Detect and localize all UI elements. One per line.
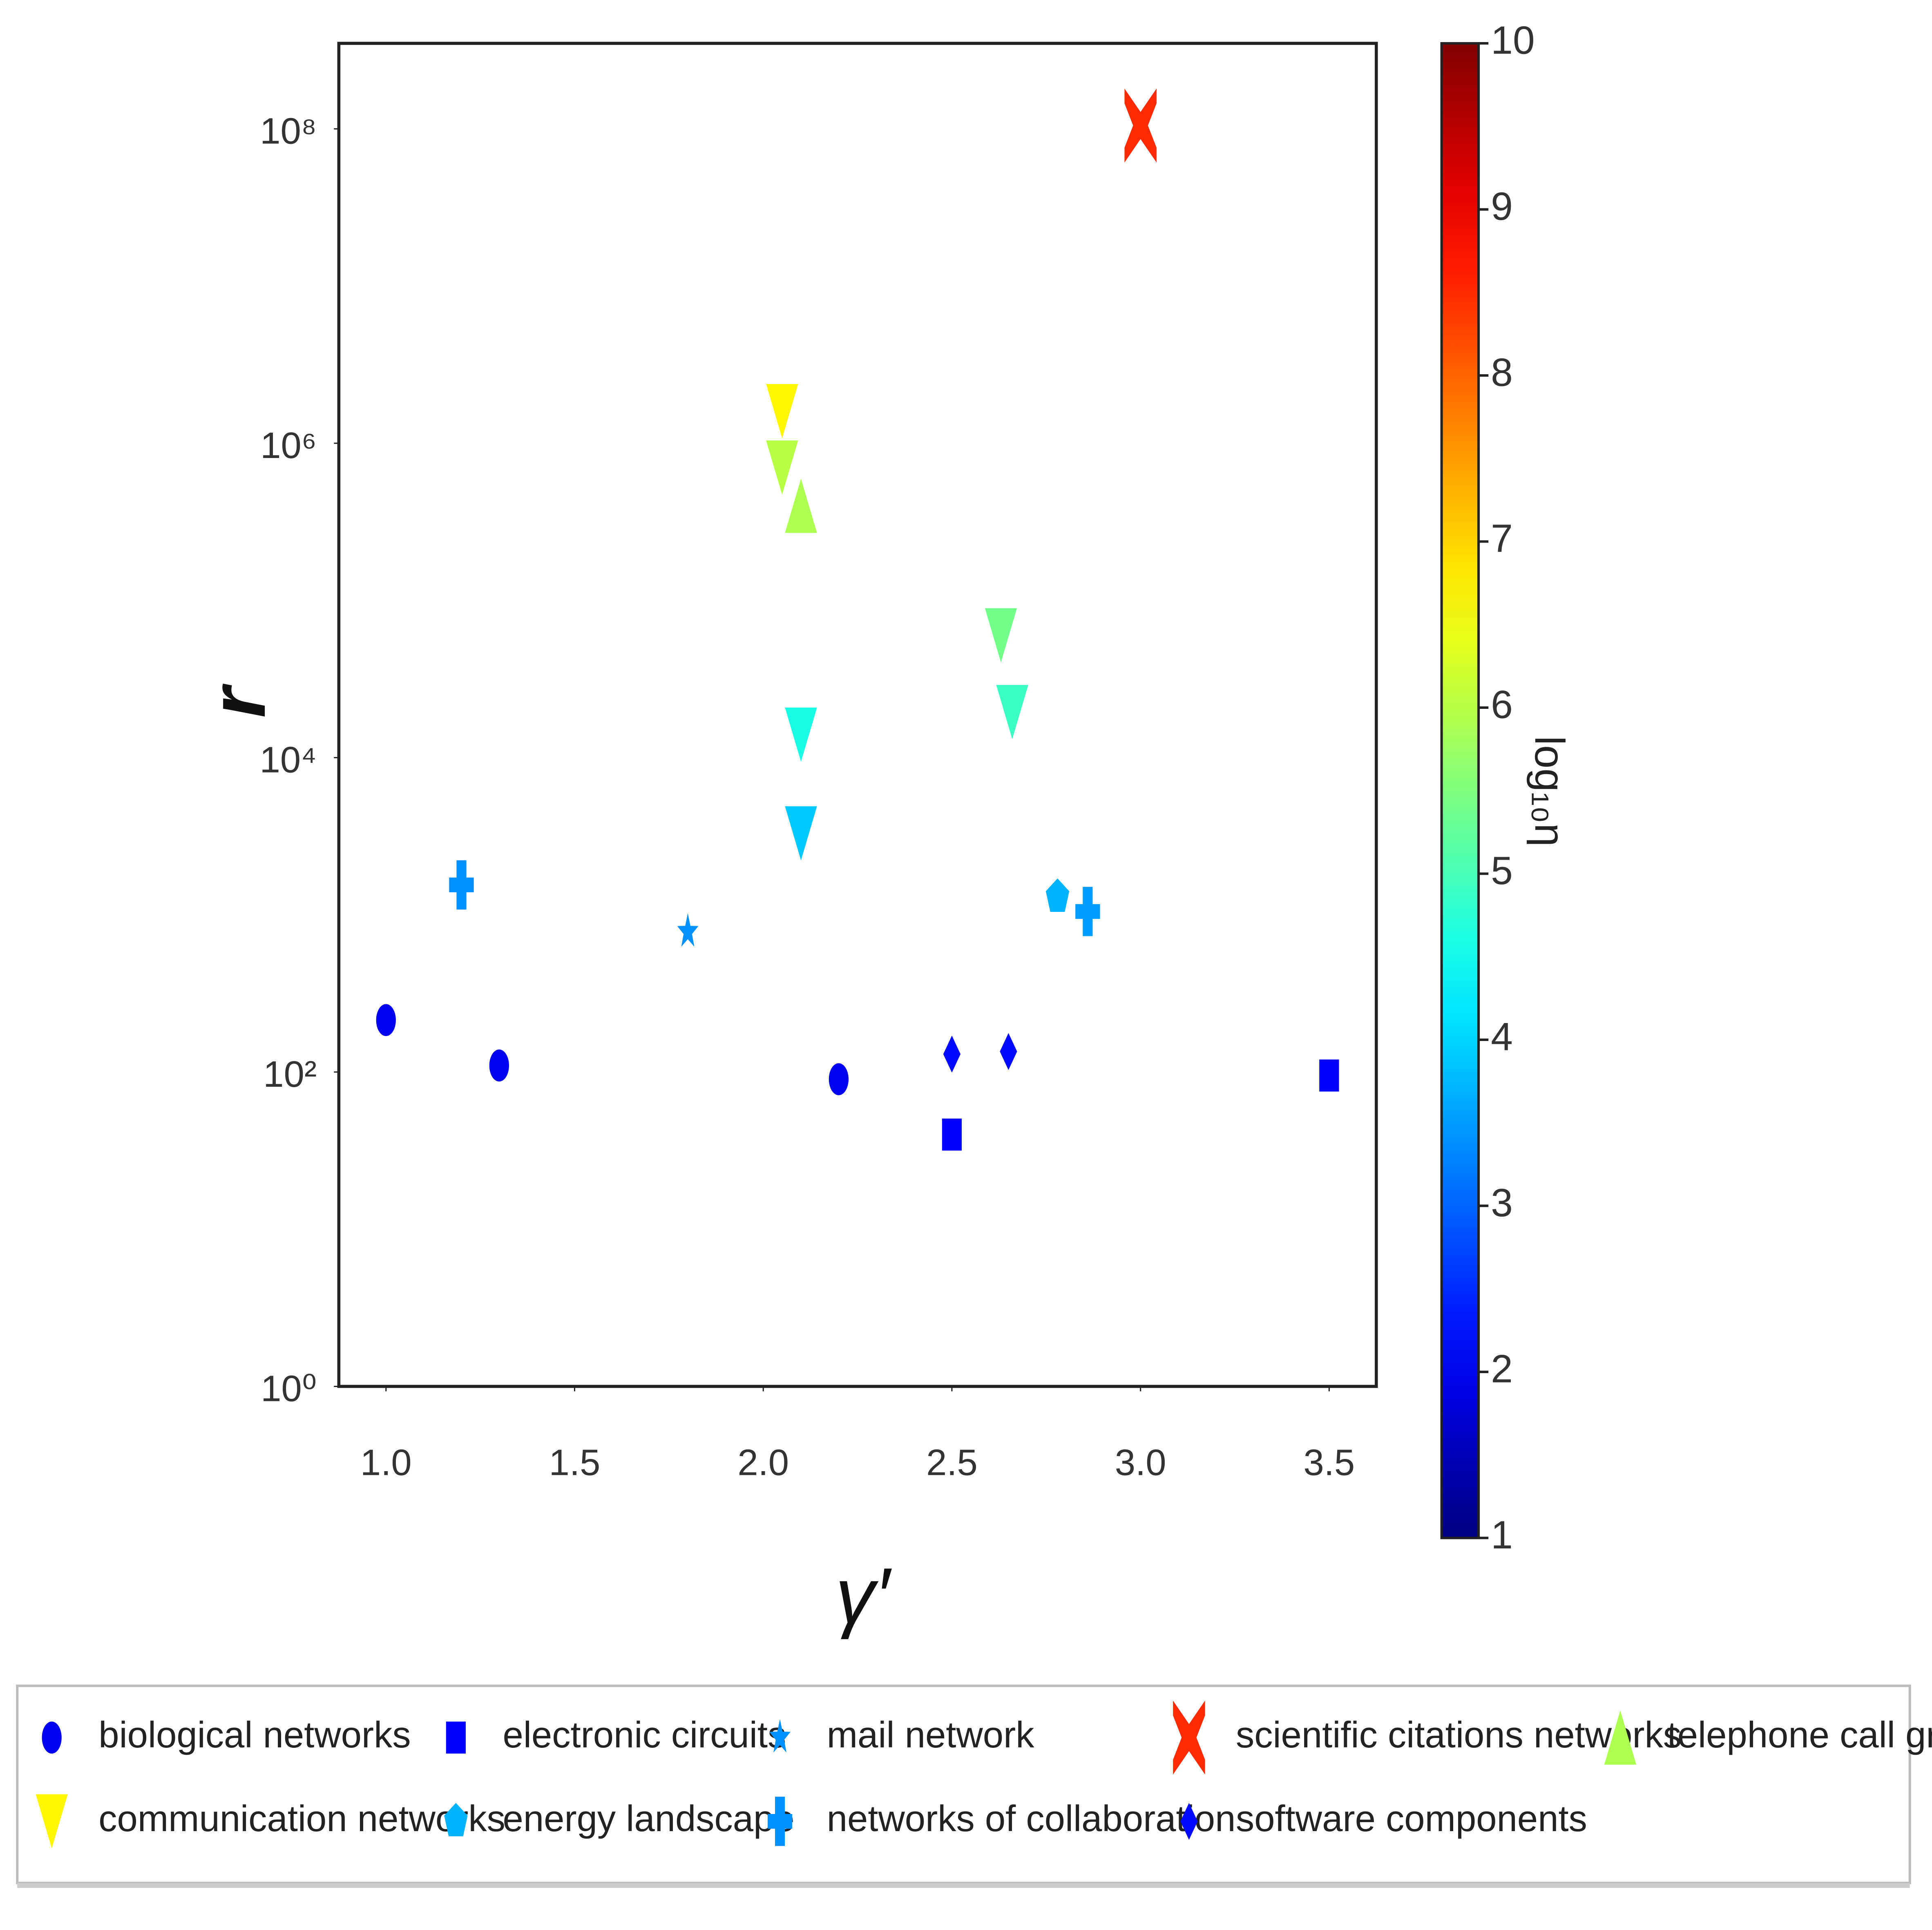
marker — [766, 440, 798, 495]
colorbar — [1440, 42, 1480, 1539]
marker — [1000, 1033, 1017, 1070]
marker — [785, 707, 817, 762]
marker — [942, 1118, 962, 1151]
legend-marker — [767, 1796, 793, 1846]
legend-label: electronic circuits — [503, 1714, 786, 1756]
y-tick-label: 10⁸ — [260, 110, 317, 152]
marker — [449, 860, 474, 910]
legend-item: mail network — [769, 1714, 1034, 1756]
legend-label: software components — [1236, 1798, 1587, 1839]
marker — [1124, 88, 1157, 163]
marker — [785, 806, 817, 861]
marker — [943, 1035, 961, 1073]
legend-item: scientific citations networks — [1173, 1700, 1682, 1775]
legend-label: scientific citations networks — [1236, 1714, 1682, 1756]
legend-marker — [1173, 1700, 1205, 1775]
x-tick-label: 1.0 — [360, 1442, 412, 1483]
marker — [785, 478, 817, 533]
y-tick-label: 10⁴ — [260, 739, 317, 780]
x-tick-label: 3.0 — [1115, 1442, 1166, 1483]
colorbar-tick-label: 5 — [1491, 849, 1513, 893]
colorbar-tick-label: 6 — [1491, 683, 1513, 727]
x-tick-label: 3.5 — [1303, 1442, 1355, 1483]
legend-item: energy landscape — [444, 1798, 795, 1839]
x-axis-label: γ′ — [835, 1551, 892, 1640]
legend-item: communication networks — [36, 1794, 505, 1849]
colorbar-tick-label: 8 — [1491, 351, 1513, 395]
y-tick-label: 10² — [263, 1054, 317, 1095]
legend-label: networks of collaboration — [827, 1798, 1236, 1839]
marker — [829, 1063, 849, 1095]
legend-marker — [444, 1803, 468, 1836]
legend-label: mail network — [827, 1714, 1035, 1756]
marker — [766, 384, 798, 438]
colorbar-label: log₁₀η — [1526, 736, 1573, 847]
y-axis-label: r — [193, 684, 281, 718]
legend-item: telephone call graph — [1604, 1710, 1932, 1765]
colorbar-tick-label: 1 — [1491, 1513, 1513, 1557]
colorbar-tick-label: 10 — [1491, 19, 1534, 63]
marker — [677, 913, 699, 947]
legend-label: biological networks — [98, 1714, 411, 1756]
legend-item: electronic circuits — [446, 1714, 786, 1756]
marker — [1075, 887, 1100, 936]
marker — [489, 1049, 509, 1082]
marker — [376, 1004, 396, 1036]
legend-marker — [769, 1719, 791, 1753]
plot-frame — [337, 42, 1378, 1388]
marker — [1319, 1059, 1339, 1092]
legend-item: networks of collaboration — [767, 1796, 1236, 1846]
legend-marker — [446, 1721, 466, 1754]
legend-label: energy landscape — [503, 1798, 795, 1839]
colorbar-tick-label: 2 — [1491, 1347, 1513, 1391]
legend-marker — [42, 1721, 62, 1754]
legend-item: biological networks — [42, 1714, 411, 1756]
y-tick-label: 10⁶ — [260, 425, 317, 466]
legend-marker — [1180, 1803, 1198, 1840]
legend-box — [16, 1684, 1911, 1884]
marker — [1045, 878, 1070, 912]
x-tick-label: 2.0 — [737, 1442, 789, 1483]
marker — [985, 608, 1017, 663]
legend-shadow — [17, 1883, 1910, 1888]
colorbar-tick-label: 4 — [1491, 1015, 1513, 1059]
colorbar-tick-label: 3 — [1491, 1181, 1513, 1225]
colorbar-tick-label: 7 — [1491, 517, 1513, 561]
x-tick-label: 1.5 — [549, 1442, 601, 1483]
colorbar-tick-label: 9 — [1491, 185, 1513, 228]
legend-label: communication networks — [98, 1798, 505, 1839]
marker — [996, 685, 1028, 739]
legend-label: telephone call graph — [1667, 1714, 1932, 1756]
legend-marker — [36, 1794, 68, 1849]
y-tick-label: 10⁰ — [261, 1368, 317, 1409]
x-tick-label: 2.5 — [926, 1442, 978, 1483]
legend-marker — [1604, 1710, 1637, 1765]
legend-item: software components — [1180, 1798, 1587, 1840]
